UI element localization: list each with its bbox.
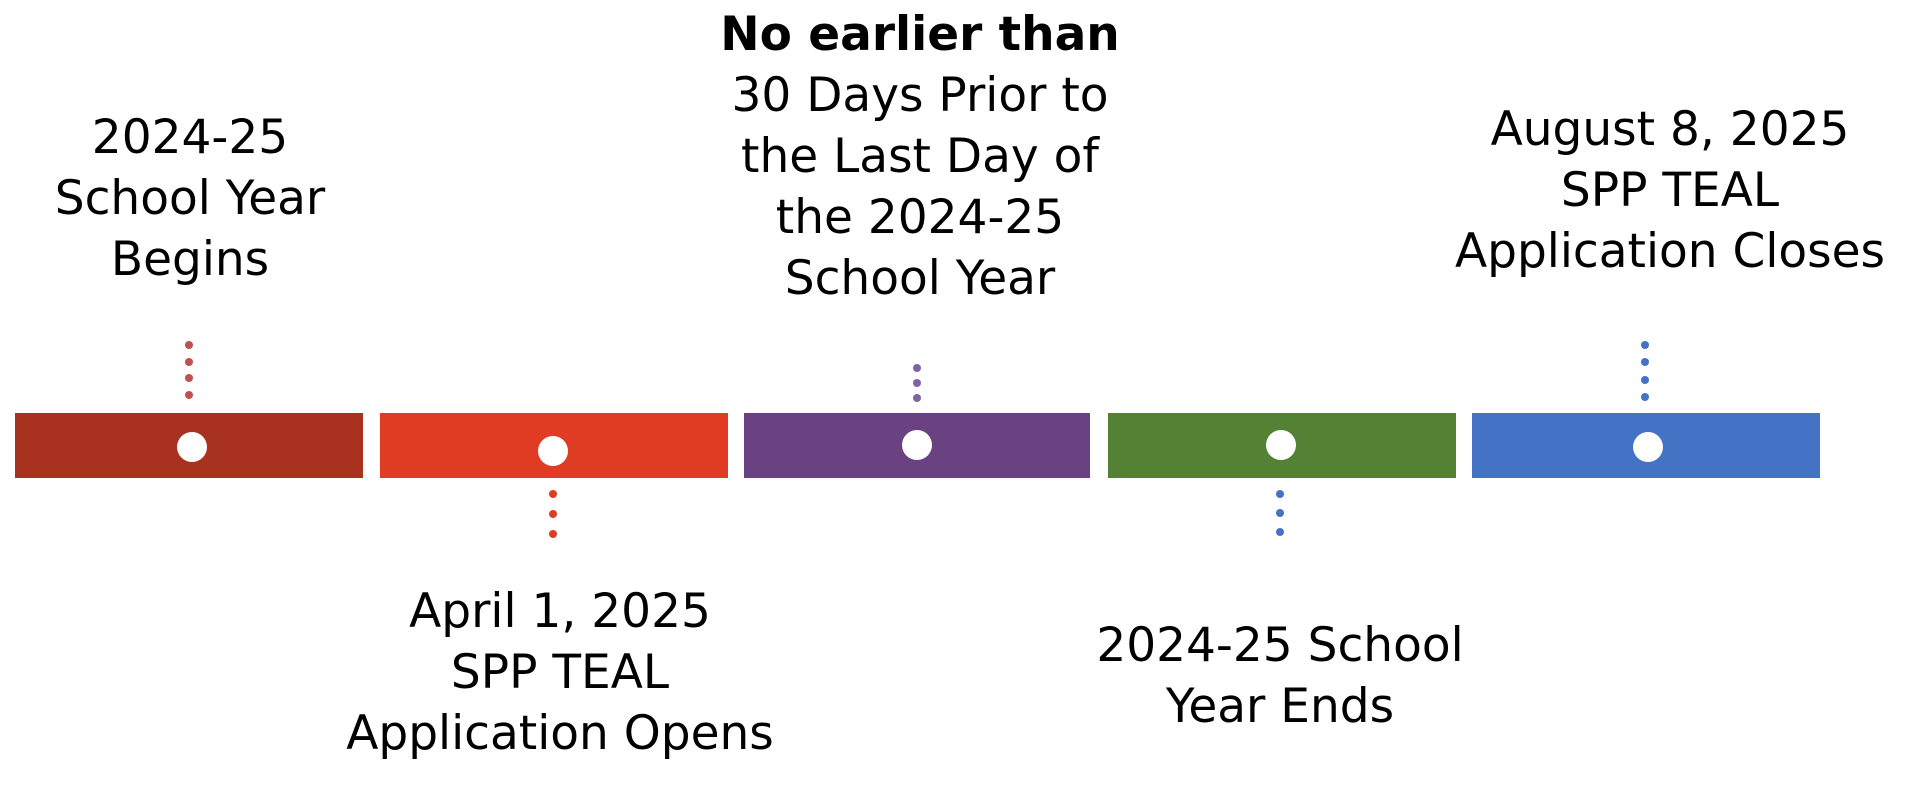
milestone-marker-2 — [538, 436, 568, 466]
milestone-label-no-earlier-than: No earlier than 30 Days Prior to the Las… — [680, 4, 1160, 309]
label-line: School Year — [54, 171, 326, 226]
label-line: August 8, 2025 — [1490, 102, 1850, 157]
label-line: 30 Days Prior to — [731, 68, 1109, 123]
dotted-connector-1 — [185, 341, 193, 399]
label-line: 2024-25 — [91, 110, 289, 165]
milestone-marker-4 — [1266, 430, 1296, 460]
label-line: April 1, 2025 — [409, 584, 711, 639]
milestone-label-school-year-begins: 2024-25 School Year Begins — [20, 107, 360, 290]
label-line: SPP TEAL — [450, 645, 670, 700]
label-line: School Year — [784, 251, 1056, 306]
label-line: 2024-25 School — [1096, 618, 1464, 673]
milestone-marker-1 — [177, 432, 207, 462]
label-line: Year Ends — [1165, 679, 1395, 734]
milestone-label-application-closes: August 8, 2025 SPP TEAL Application Clos… — [1430, 99, 1910, 282]
label-line: the 2024-25 — [775, 190, 1065, 245]
label-line: the Last Day of — [741, 129, 1099, 184]
label-line: Begins — [110, 232, 270, 287]
milestone-marker-3 — [902, 430, 932, 460]
dotted-connector-5 — [1641, 341, 1649, 401]
label-line: SPP TEAL — [1560, 163, 1780, 218]
label-line-emphasis: No earlier than — [720, 7, 1120, 62]
milestone-label-application-opens: April 1, 2025 SPP TEAL Application Opens — [330, 581, 790, 764]
dotted-connector-4 — [1276, 490, 1284, 536]
label-line: Application Opens — [346, 706, 774, 761]
dotted-connector-3 — [913, 364, 921, 402]
milestone-marker-5 — [1633, 432, 1663, 462]
milestone-label-school-year-ends: 2024-25 School Year Ends — [1060, 615, 1500, 737]
dotted-connector-2 — [549, 490, 557, 538]
label-line: Application Closes — [1454, 224, 1886, 279]
